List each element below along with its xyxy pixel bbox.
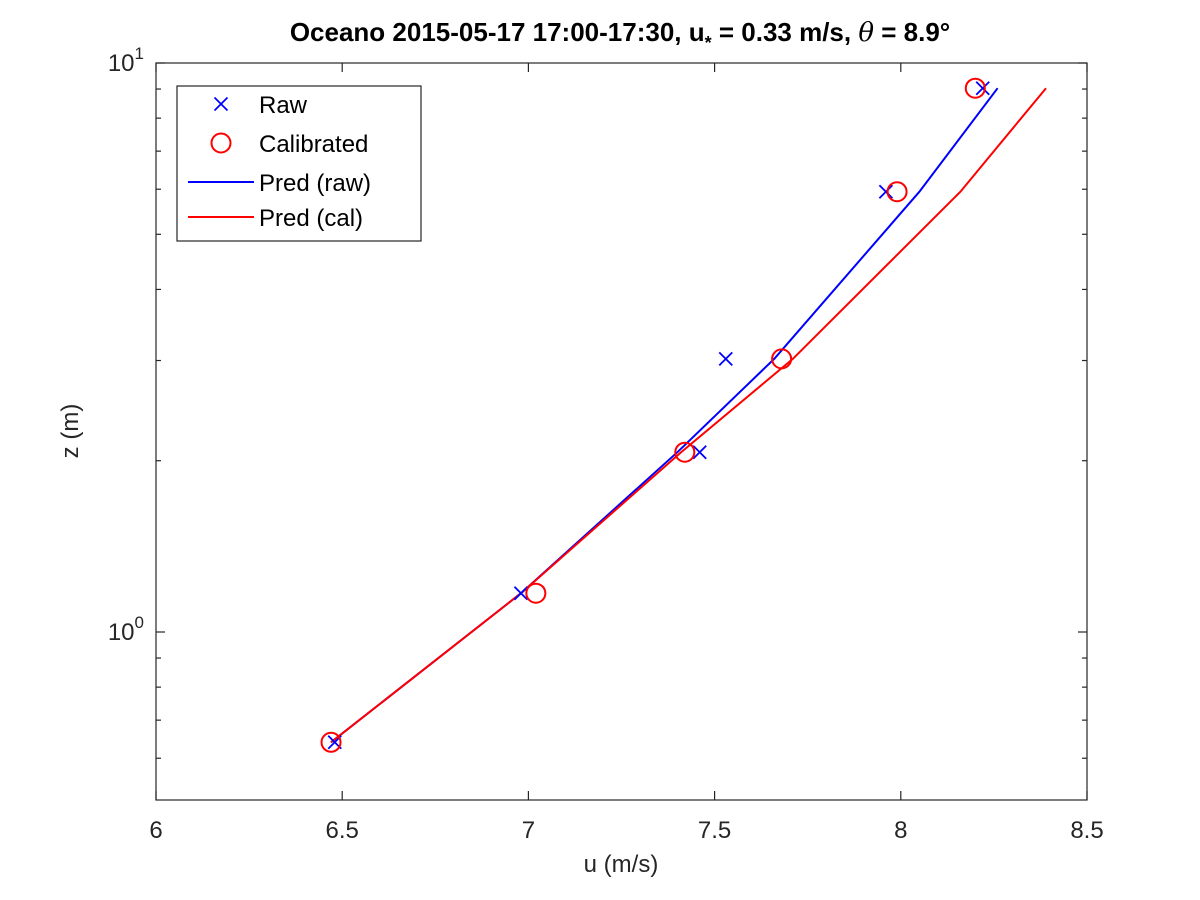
data-point-raw <box>513 586 529 601</box>
series-layer <box>320 77 1047 753</box>
data-point-calibrated <box>964 77 986 99</box>
y-tick-label: 101 <box>108 44 144 77</box>
y-tick-label: 100 <box>108 613 144 646</box>
legend-label-pred-cal: Pred (cal) <box>259 205 363 232</box>
data-point-calibrated <box>320 731 342 753</box>
x-tick-label: 8.5 <box>1070 817 1103 844</box>
legend-label-raw: Raw <box>259 92 308 119</box>
y-tick-exponent: 1 <box>135 44 144 63</box>
chart-title: Oceano 2015-05-17 17:00-17:30, u* = 0.33… <box>290 17 950 53</box>
series-line-pred-cal <box>330 87 1047 744</box>
data-point-calibrated <box>525 582 547 604</box>
data-point-raw <box>718 351 733 367</box>
legend-entry-calibrated: Calibrated <box>210 131 368 158</box>
title-theta: θ <box>858 18 874 48</box>
x-tick-label: 8 <box>894 817 907 844</box>
legend: Raw Calibrated Pred (raw) Pred (cal) <box>176 85 422 242</box>
legend-entry-pred-cal: Pred (cal) <box>188 205 363 232</box>
x-axis-label: u (m/s) <box>584 851 659 878</box>
y-tick-base: 10 <box>108 50 135 77</box>
data-point-calibrated <box>886 181 908 203</box>
y-tick-exponent: 0 <box>135 613 144 632</box>
x-tick-label: 7 <box>522 817 535 844</box>
legend-marker-x <box>213 96 229 112</box>
legend-entry-raw: Raw <box>213 92 308 119</box>
x-tick-label: 7.5 <box>698 817 731 844</box>
y-tick-base: 10 <box>108 619 135 646</box>
data-point-raw <box>975 81 990 96</box>
data-point-raw <box>878 184 894 199</box>
legend-marker-circle <box>210 132 232 154</box>
legend-label-pred-raw: Pred (raw) <box>259 170 371 197</box>
title-middle: = 0.33 m/s, <box>712 17 859 47</box>
legend-entry-pred-raw: Pred (raw) <box>188 170 371 197</box>
data-point-calibrated <box>674 441 696 463</box>
title-suffix: = 8.9° <box>874 17 950 47</box>
legend-label-calibrated: Calibrated <box>259 131 368 158</box>
x-tick-label: 6 <box>149 817 162 844</box>
data-point-raw <box>692 445 707 460</box>
x-tick-label: 6.5 <box>326 817 359 844</box>
title-prefix: Oceano 2015-05-17 17:00-17:30, u <box>290 17 705 47</box>
title-subscript: * <box>705 33 712 53</box>
data-point-calibrated <box>771 348 793 370</box>
y-axis-label: z (m) <box>57 404 84 459</box>
legend-box <box>176 85 422 242</box>
axes-box <box>155 62 1088 801</box>
legend-x-glyph <box>213 96 229 112</box>
